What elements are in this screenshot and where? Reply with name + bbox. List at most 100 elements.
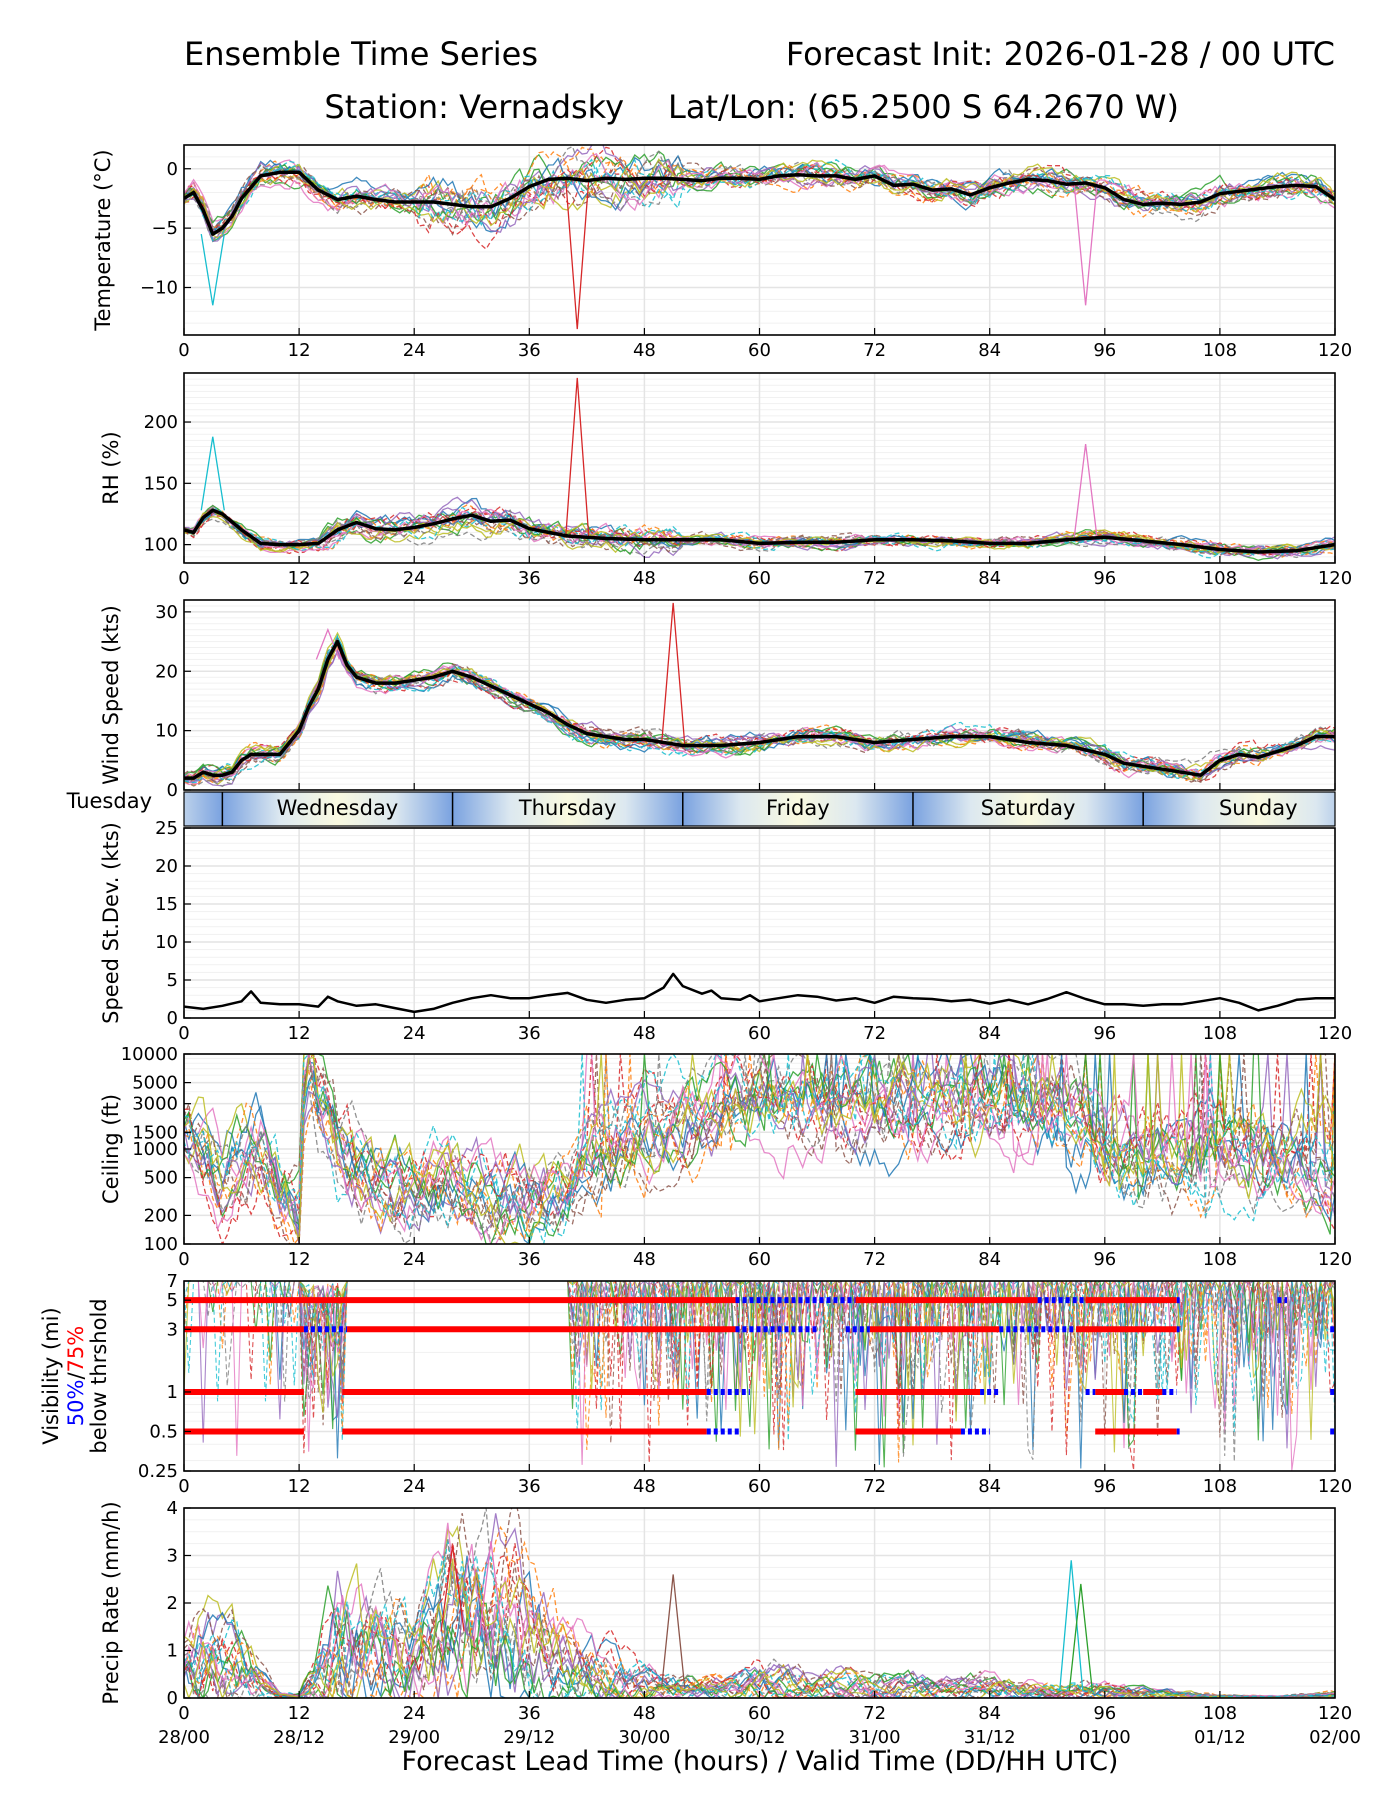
x-tick-label: 60 [748,1249,771,1270]
y-axis-label: Temperature (°C) [91,149,115,331]
ensemble-mean-line [184,508,1335,554]
ensemble-member-spike [565,377,590,537]
y-axis-label: Precip Rate (mm/h) [99,1501,123,1704]
x-tick-label: 84 [978,1476,1001,1497]
x-tick-label: 24 [403,1476,426,1497]
x-tick-label: 72 [863,1703,886,1724]
x-tick-label: 0 [178,1476,189,1497]
x-tick-label: 108 [1203,568,1237,589]
station-latlon: Lat/Lon: (65.2500 S 64.2670 W) [668,88,1179,126]
ensemble-member-spike [1059,1560,1084,1691]
valid-time-label: 01/00 [1079,1727,1131,1748]
x-tick-label: 24 [403,340,426,361]
x-tick-label: 24 [403,1249,426,1270]
valid-time-labels: 28/00 28/12 29/00 29/12 30/00 30/12 31/00 31/12… [158,1727,1361,1748]
y-tick-label: 0.5 [149,1421,178,1442]
x-tick-label: 120 [1318,1703,1352,1724]
x-tick-label: 24 [403,1703,426,1724]
x-tick-label: 72 [863,1249,886,1270]
panel-temperature: 0 −5 −10 0 12 24 36 48 60 72 84 96 108 120 Temperature… [91,144,1352,361]
x-tick-label: 60 [748,1476,771,1497]
y-tick-label: 100 [144,535,178,556]
x-tick-label: 36 [518,1476,541,1497]
x-tick-label: 96 [1093,568,1116,589]
valid-time-label: 31/00 [849,1727,901,1748]
y-tick-label: 1 [167,1382,178,1403]
y-tick-label: 30 [155,602,178,623]
ensemble-member-spike [478,1541,504,1637]
plot-area-ceiling [184,1054,1335,1244]
ensemble-member-line [184,1054,1335,1240]
x-tick-label: 0 [178,1023,189,1044]
y-tick-label: 20 [155,856,178,877]
ensemble-member-line [184,1555,1335,1698]
y-tick-label: 500 [144,1168,178,1189]
ensemble-member-spike [315,627,340,660]
ensemble-member-spike [440,1545,465,1632]
day-label: Wednesday [277,796,399,820]
x-tick-label: 12 [288,1023,311,1044]
x-tick-label: 12 [288,568,311,589]
std-dev-line [184,972,1335,1014]
x-tick-label: 108 [1203,340,1237,361]
ensemble-member-line [184,1054,1335,1244]
ensemble-member-spike [200,436,225,511]
ensemble-member-line [184,150,1335,231]
valid-time-label: 29/12 [503,1727,555,1748]
x-tick-label: 96 [1093,1249,1116,1270]
x-tick-label: 96 [1093,1703,1116,1724]
y-tick-label: −5 [151,218,178,239]
x-tick-label: 48 [633,568,656,589]
ensemble-member-line [184,1281,1335,1461]
y-tick-label: 200 [144,412,178,433]
ensemble-member-line [184,1539,1335,1698]
x-tick-label: 12 [288,1703,311,1724]
y-axis-label: Ceiling (ft) [99,1094,123,1204]
legend-75pct-label: 75% [64,1326,88,1373]
ensemble-member-line [184,1281,1335,1453]
ensemble-member-line [184,153,1335,236]
x-tick-label: 96 [1093,340,1116,361]
legend-separator: / [64,1372,88,1380]
ensemble-member-line [184,1281,1335,1450]
x-tick-label: 36 [518,568,541,589]
y-tick-label: 4 [167,1498,178,1519]
y-tick-label: 10 [155,932,178,953]
x-tick-label: 108 [1203,1023,1237,1044]
plot-area-relative_humidity [184,377,1335,561]
ensemble-member-line [184,1054,1335,1244]
day-label-leading: Tuesday [66,789,152,813]
x-tick-label: 96 [1093,1476,1116,1497]
y-axis-label: RH (%) [99,431,123,504]
ensemble-member-line [184,1281,1335,1438]
x-tick-label: 24 [403,568,426,589]
x-tick-label: 12 [288,1249,311,1270]
x-tick-label: 108 [1203,1476,1237,1497]
x-tick-label: 48 [633,1249,656,1270]
x-tick-label: 84 [978,340,1001,361]
x-tick-label: 36 [518,1249,541,1270]
x-tick-label: 84 [978,1249,1001,1270]
x-tick-label: 60 [748,1703,771,1724]
y-tick-label: 2 [167,1593,178,1614]
plot-area-temperature [184,145,1335,330]
day-strip-segment [184,792,223,826]
y-axis-label: Speed St.Dev. (kts) [99,822,123,1024]
ensemble-member-line [184,633,1335,784]
day-label: Friday [766,796,830,820]
ensemble-member-line [184,1525,1335,1698]
ensemble-member-line [184,1054,1335,1244]
ensemble-mean-line [184,639,1335,780]
x-tick-label: 120 [1318,1476,1352,1497]
x-tick-label: 24 [403,1023,426,1044]
ensemble-member-line [184,1054,1335,1244]
x-tick-label: 84 [978,1023,1001,1044]
ensemble-member-spike [1073,444,1098,539]
y-tick-label: 5000 [132,1073,178,1094]
valid-time-label: 30/12 [734,1727,786,1748]
y-tick-label: 5 [167,970,178,991]
day-strip-segment [682,792,913,826]
x-tick-label: 48 [633,1476,656,1497]
